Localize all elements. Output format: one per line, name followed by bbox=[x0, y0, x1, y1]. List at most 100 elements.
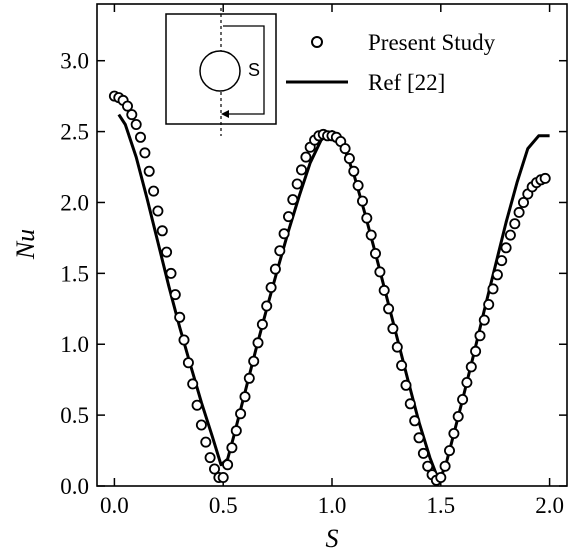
present-study-point bbox=[387, 323, 399, 335]
inset-cylinder bbox=[199, 50, 241, 92]
x-tick-label: 0.0 bbox=[100, 493, 129, 518]
present-study-point bbox=[226, 442, 238, 454]
present-study-point bbox=[252, 337, 264, 349]
present-study-point bbox=[204, 452, 216, 464]
present-study-point bbox=[478, 314, 490, 326]
y-axis-label: Nu bbox=[11, 229, 40, 260]
present-study-point bbox=[217, 471, 229, 483]
present-study-point bbox=[435, 471, 447, 483]
present-study-point bbox=[378, 284, 390, 296]
legend-marker-present-study bbox=[311, 36, 323, 48]
present-study-point bbox=[339, 143, 351, 155]
present-study-point bbox=[143, 165, 155, 177]
present-study-point bbox=[295, 164, 307, 176]
inset-schematic: S bbox=[165, 8, 277, 136]
present-study-point bbox=[491, 269, 503, 281]
present-study-point bbox=[174, 311, 186, 323]
present-study-point bbox=[470, 345, 482, 357]
present-study-point bbox=[130, 119, 142, 131]
present-study-point bbox=[161, 246, 173, 258]
series-ref22 bbox=[117, 113, 550, 482]
present-study-point bbox=[248, 355, 260, 367]
present-study-point bbox=[178, 334, 190, 346]
present-study-point bbox=[300, 151, 312, 163]
inset-arrowhead bbox=[221, 110, 229, 118]
present-study-point bbox=[274, 245, 286, 257]
x-axis-label: S bbox=[326, 524, 339, 553]
present-study-point bbox=[413, 432, 425, 444]
present-study-point bbox=[265, 281, 277, 293]
present-study-point bbox=[457, 393, 469, 405]
present-study-point bbox=[483, 298, 495, 310]
present-study-point bbox=[256, 318, 268, 330]
x-tick-label: 1.0 bbox=[318, 493, 347, 518]
present-study-point bbox=[439, 460, 451, 472]
y-tick-label: 3.0 bbox=[60, 49, 89, 74]
y-tick-label: 2.5 bbox=[60, 120, 89, 145]
inset-label-s: S bbox=[248, 60, 260, 80]
present-study-point bbox=[139, 147, 151, 159]
x-tick-label: 1.5 bbox=[426, 493, 455, 518]
x-axis-ticks: 0.0 0.5 1.0 1.5 2.0 bbox=[100, 4, 564, 518]
y-tick-label: 1.5 bbox=[60, 261, 89, 286]
present-study-point bbox=[182, 357, 194, 369]
present-study-point bbox=[187, 378, 199, 390]
present-study-point bbox=[465, 361, 477, 373]
present-study-point bbox=[348, 165, 360, 177]
present-study-point bbox=[191, 399, 203, 411]
present-study-point bbox=[243, 372, 255, 384]
present-study-point bbox=[122, 100, 134, 112]
inset-path-s bbox=[223, 25, 265, 115]
present-study-point bbox=[404, 398, 416, 410]
present-study-point bbox=[374, 266, 386, 278]
present-study-point bbox=[448, 427, 460, 439]
present-study-point bbox=[195, 419, 207, 431]
present-study-point bbox=[383, 303, 395, 315]
present-study-point bbox=[518, 196, 530, 208]
present-study-point bbox=[409, 415, 421, 427]
present-study-point bbox=[396, 359, 408, 371]
legend: Present Study Ref [22] bbox=[286, 30, 496, 95]
x-tick-label: 2.0 bbox=[535, 493, 564, 518]
present-study-point bbox=[343, 152, 355, 164]
present-study-point bbox=[443, 445, 455, 457]
present-study-point bbox=[452, 410, 464, 422]
present-study-point bbox=[235, 408, 247, 420]
present-study-point bbox=[126, 109, 138, 121]
present-study-point bbox=[156, 225, 168, 237]
series-present-study bbox=[108, 90, 551, 486]
present-study-point bbox=[487, 283, 499, 295]
present-study-point bbox=[474, 330, 486, 342]
present-study-point bbox=[539, 172, 551, 184]
present-study-point bbox=[352, 179, 364, 191]
present-study-point bbox=[369, 247, 381, 259]
present-study-point bbox=[513, 206, 525, 218]
ref22-line bbox=[117, 113, 550, 482]
present-study-point bbox=[148, 185, 160, 197]
y-axis-ticks: 0.0 0.5 1.0 1.5 2.0 2.5 3.0 bbox=[60, 49, 567, 499]
x-tick-label: 0.5 bbox=[209, 493, 238, 518]
present-study-point bbox=[509, 218, 521, 230]
y-tick-label: 2.0 bbox=[60, 190, 89, 215]
present-study-point bbox=[208, 463, 220, 475]
present-study-point bbox=[222, 459, 234, 471]
present-study-point bbox=[291, 178, 303, 190]
present-study-point bbox=[356, 195, 368, 207]
present-study-point bbox=[169, 289, 181, 301]
present-study-point bbox=[504, 229, 516, 241]
present-study-point bbox=[230, 425, 242, 437]
present-study-point bbox=[269, 263, 281, 275]
present-study-point bbox=[278, 228, 290, 240]
present-study-point bbox=[152, 205, 164, 217]
present-study-point bbox=[365, 229, 377, 241]
y-tick-label: 0.5 bbox=[60, 403, 89, 428]
present-study-point bbox=[261, 300, 273, 312]
legend-label-ref22: Ref [22] bbox=[368, 70, 445, 95]
present-study-point bbox=[496, 255, 508, 267]
present-study-point bbox=[361, 212, 373, 224]
legend-label-present-study: Present Study bbox=[368, 30, 496, 55]
present-study-point bbox=[422, 460, 434, 472]
present-study-point bbox=[200, 436, 212, 448]
